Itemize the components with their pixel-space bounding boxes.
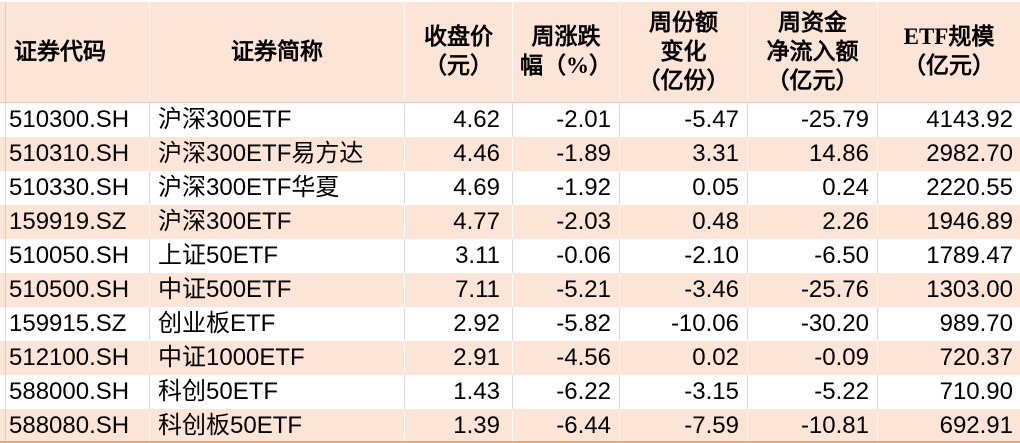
cell-close_price: 4.69 xyxy=(405,171,513,205)
cell-code: 588000.SH xyxy=(0,375,150,409)
cell-weekly_share_change: 0.05 xyxy=(620,171,748,205)
cell-etf_scale: 989.70 xyxy=(939,310,1013,337)
cell-weekly_net_inflow: 2.26 xyxy=(748,205,878,239)
table-row: 159919.SZ 沪深300ETF 4.77 -2.03 0.48 2.26 1946.8… xyxy=(0,205,1020,239)
cell-weekly_share_change: 3.31 xyxy=(620,137,748,171)
cell-etf_scale: 1946.89 xyxy=(926,208,1013,235)
cell-weekly_share_change: -10.06 xyxy=(620,307,748,341)
cell-weekly_share_change: -7.59 xyxy=(620,409,748,443)
table-row: 588000.SH 科创50ETF 1.43 -6.22 -3.15 -5.22 710.9… xyxy=(0,375,1020,409)
cell-weekly_pct_change: -0.06 xyxy=(513,239,620,273)
cell-code: 159919.SZ xyxy=(0,205,150,239)
cell-name: 上证50ETF xyxy=(150,239,405,273)
cell-code: 510500.SH xyxy=(0,273,150,307)
column-header-weekly-net-inflow: 周资金 净流入额 （亿元） xyxy=(748,0,878,102)
column-header-etf-scale: ETF规模 （亿元） xyxy=(903,24,995,78)
cell-weekly_net_inflow: -25.76 xyxy=(748,273,878,307)
cell-weekly_share_change: 0.48 xyxy=(620,205,748,239)
cell-weekly_net_inflow: -25.79 xyxy=(748,103,878,137)
cell-code: 588080.SH xyxy=(0,409,150,443)
table-row: 512100.SH 中证1000ETF 2.91 -4.56 0.02 -0.09 720.… xyxy=(0,341,1020,375)
table-body: 510300.SH 沪深300ETF 4.62 -2.01 -5.47 -25.79 414… xyxy=(0,103,1020,443)
cell-name: 沪深300ETF华夏 xyxy=(150,171,405,205)
cell-weekly_share_change: -5.47 xyxy=(620,103,748,137)
cell-weekly_pct_change: -1.89 xyxy=(513,137,620,171)
cell-etf_scale: 1303.00 xyxy=(926,276,1013,303)
table-left-gridline xyxy=(5,2,6,441)
cell-name: 沪深300ETF xyxy=(150,205,405,239)
column-header-weekly-share-change: 周份额 变化 （亿份） xyxy=(620,0,748,102)
cell-weekly_net_inflow: -0.09 xyxy=(748,341,878,375)
column-header-code: 证券代码 xyxy=(0,0,150,102)
cell-weekly_share_change: -3.46 xyxy=(620,273,748,307)
table-row: 588080.SH 科创板50ETF 1.39 -6.44 -7.59 -10.81 692… xyxy=(0,409,1020,443)
cell-code: 512100.SH xyxy=(0,341,150,375)
table-row: 510300.SH 沪深300ETF 4.62 -2.01 -5.47 -25.79 414… xyxy=(0,103,1020,137)
column-header-weekly-pct-change: 周涨跌 幅（%） xyxy=(513,0,620,102)
table-bottom-border xyxy=(0,441,1020,443)
cell-code: 510310.SH xyxy=(0,137,150,171)
cell-name: 科创板50ETF xyxy=(150,409,405,443)
cell-weekly_pct_change: -4.56 xyxy=(513,341,620,375)
cell-name: 沪深300ETF易方达 xyxy=(150,137,405,171)
cell-weekly_share_change: -2.10 xyxy=(620,239,748,273)
table-row: 510310.SH 沪深300ETF易方达 4.46 -1.89 3.31 14.86 29… xyxy=(0,137,1020,171)
cell-code: 510300.SH xyxy=(0,103,150,137)
cell-etf_scale: 720.37 xyxy=(939,344,1013,371)
cell-code: 510330.SH xyxy=(0,171,150,205)
cell-weekly_pct_change: -1.92 xyxy=(513,171,620,205)
cell-name: 创业板ETF xyxy=(150,307,405,341)
cell-weekly_pct_change: -6.44 xyxy=(513,409,620,443)
cell-code: 510050.SH xyxy=(0,239,150,273)
cell-close_price: 2.92 xyxy=(405,307,513,341)
table-top-edge xyxy=(0,0,1020,2)
table-row: 510050.SH 上证50ETF 3.11 -0.06 -2.10 -6.50 1789.… xyxy=(0,239,1020,273)
cell-close_price: 4.62 xyxy=(405,103,513,137)
column-header-name: 证券简称 xyxy=(150,0,405,102)
cell-name: 中证1000ETF xyxy=(150,341,405,375)
cell-close_price: 3.11 xyxy=(405,239,513,273)
cell-weekly_pct_change: -5.82 xyxy=(513,307,620,341)
table-row: 510500.SH 中证500ETF 7.11 -5.21 -3.46 -25.76 130… xyxy=(0,273,1020,307)
cell-code: 159915.SZ xyxy=(0,307,150,341)
cell-weekly_pct_change: -2.03 xyxy=(513,205,620,239)
cell-etf_scale: 692.91 xyxy=(939,412,1013,439)
cell-close_price: 1.39 xyxy=(405,409,513,443)
column-header-close-price: 收盘价 （元） xyxy=(405,0,513,102)
table-row: 510330.SH 沪深300ETF华夏 4.69 -1.92 0.05 0.24 2220… xyxy=(0,171,1020,205)
cell-weekly_net_inflow: -5.22 xyxy=(748,375,878,409)
cell-close_price: 1.43 xyxy=(405,375,513,409)
cell-weekly_share_change: -3.15 xyxy=(620,375,748,409)
cell-close_price: 2.91 xyxy=(405,341,513,375)
cell-weekly_pct_change: -5.21 xyxy=(513,273,620,307)
cell-etf_scale: 710.90 xyxy=(939,378,1013,405)
cell-close_price: 4.46 xyxy=(405,137,513,171)
cell-weekly_share_change: 0.02 xyxy=(620,341,748,375)
cell-weekly_pct_change: -2.01 xyxy=(513,103,620,137)
cell-name: 科创50ETF xyxy=(150,375,405,409)
cell-name: 沪深300ETF xyxy=(150,103,405,137)
cell-weekly_net_inflow: 0.24 xyxy=(748,171,878,205)
cell-weekly_net_inflow: -10.81 xyxy=(748,409,878,443)
cell-etf_scale: 2982.70 xyxy=(926,140,1013,167)
table-header: 证券代码 证券简称 收盘价 （元） 周涨跌 幅（%） 周份额 变化 （亿份） 周… xyxy=(0,0,1020,103)
cell-weekly_net_inflow: 14.86 xyxy=(748,137,878,171)
cell-etf_scale: 2220.55 xyxy=(926,174,1013,201)
cell-weekly_pct_change: -6.22 xyxy=(513,375,620,409)
table-row: 159915.SZ 创业板ETF 2.92 -5.82 -10.06 -30.20 989.… xyxy=(0,307,1020,341)
cell-weekly_net_inflow: -6.50 xyxy=(748,239,878,273)
cell-name: 中证500ETF xyxy=(150,273,405,307)
cell-close_price: 4.77 xyxy=(405,205,513,239)
cell-weekly_net_inflow: -30.20 xyxy=(748,307,878,341)
cell-close_price: 7.11 xyxy=(405,273,513,307)
cell-etf_scale: 1789.47 xyxy=(926,242,1013,269)
cell-etf_scale: 4143.92 xyxy=(926,106,1013,133)
